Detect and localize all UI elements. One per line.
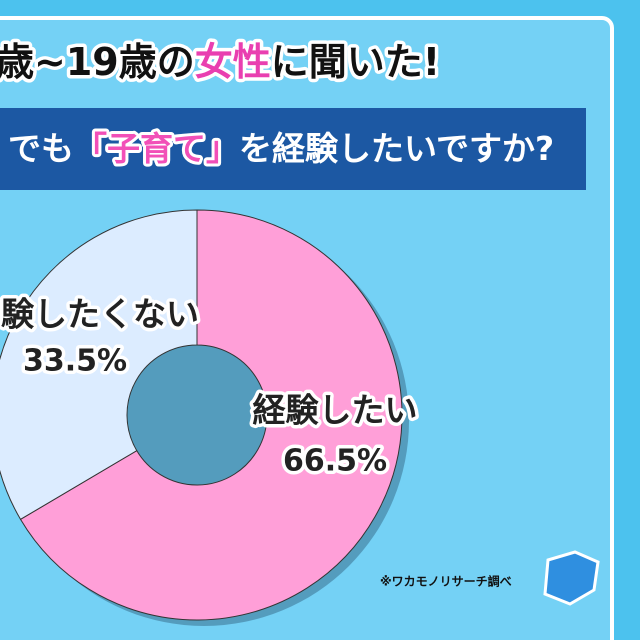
chart-subtitle: でも「子育て」を経験したいですか? xyxy=(8,129,554,168)
subtitle-part: 「子育て」 xyxy=(74,129,239,168)
title-part: に聞いた! xyxy=(271,40,440,84)
category-label: 経験したい xyxy=(253,391,418,430)
source: ※ワカモノリサーチ調べ xyxy=(380,574,512,589)
title-part: 女性 xyxy=(195,40,271,84)
title-part: 歳~19歳の xyxy=(0,40,195,84)
logo xyxy=(543,550,600,606)
slices xyxy=(0,209,403,621)
value-label: 66.5% xyxy=(283,444,387,479)
labels: 経験したい 66.5% 験したくない 33.5% xyxy=(0,291,421,482)
slice xyxy=(19,209,403,621)
banner xyxy=(0,108,586,190)
value-label: 33.5% xyxy=(23,344,127,379)
subtitle-part: でも xyxy=(8,129,74,168)
logo-badge xyxy=(543,550,600,606)
category-label: 験したくない xyxy=(1,295,199,334)
slice xyxy=(0,209,198,521)
chart-title: 歳~19歳の女性に聞いた! xyxy=(0,40,440,84)
subtitle-part: を経験したいですか? xyxy=(239,129,554,168)
